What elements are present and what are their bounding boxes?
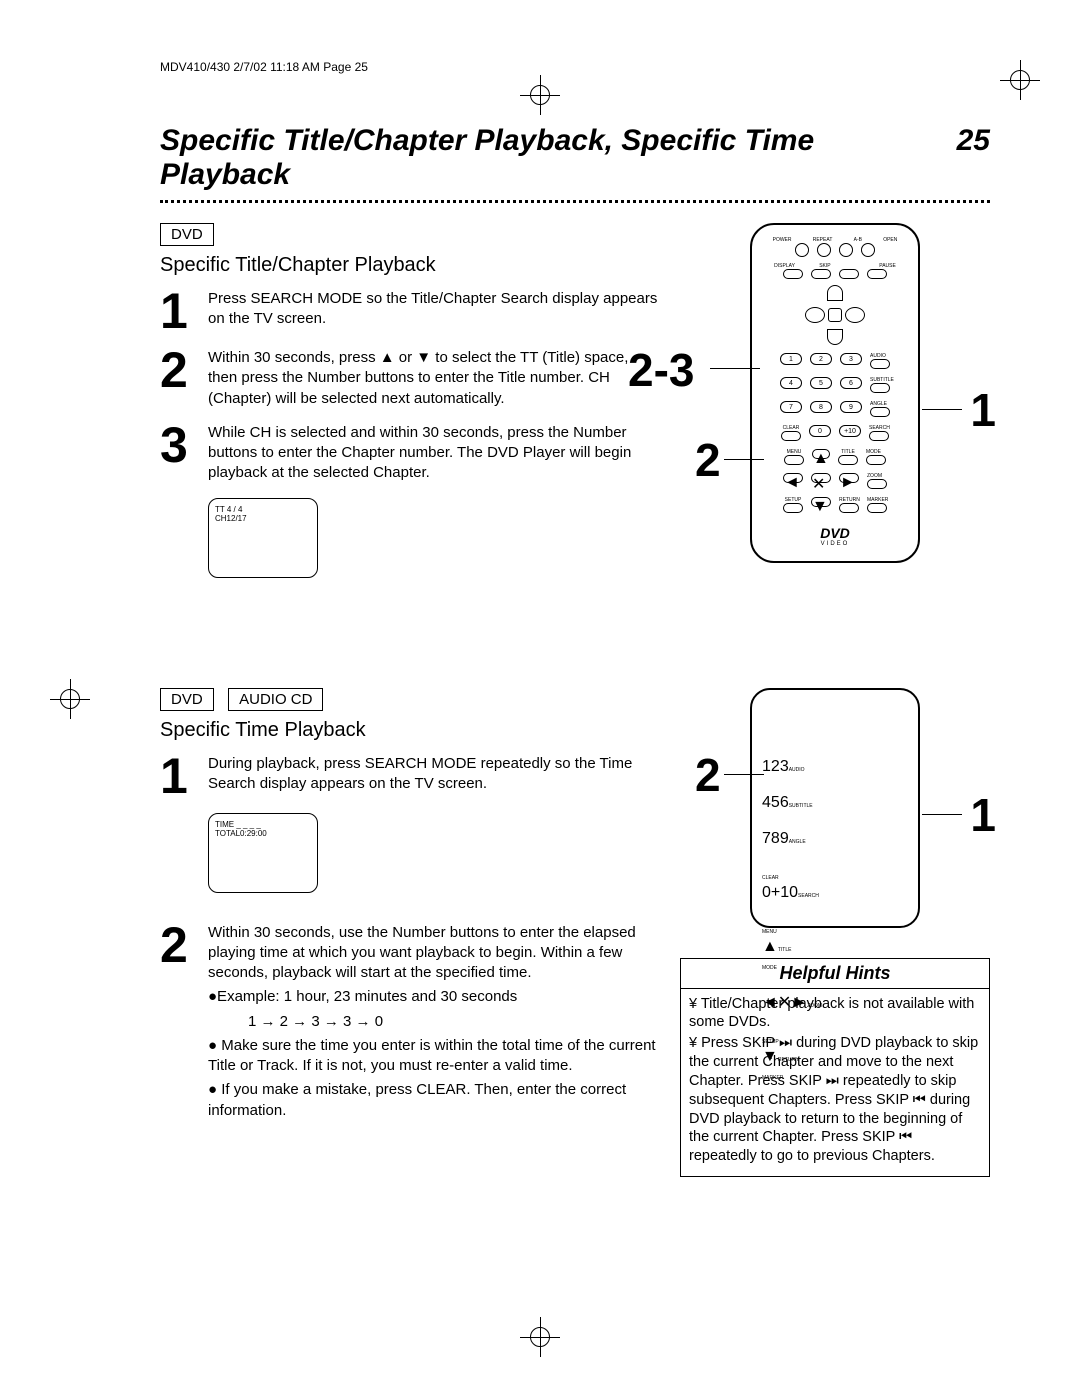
dvd-tag-2: DVD <box>160 688 214 711</box>
s2-callout-1: 1 <box>970 788 996 842</box>
page-number: 25 <box>957 124 990 158</box>
title-divider <box>160 200 990 203</box>
s2-step1-text: During playback, press SEARCH MODE repea… <box>208 754 660 799</box>
s2-step-number-1: 1 <box>160 754 196 799</box>
page-title: Specific Title/Chapter Playback, Specifi… <box>160 124 947 192</box>
s2-callout-2: 2 <box>695 748 721 802</box>
doc-meta: MDV410/430 2/7/02 11:18 AM Page 25 <box>160 60 990 74</box>
dvd-tag: DVD <box>160 223 214 246</box>
step-number-2: 2 <box>160 348 196 409</box>
section1-heading: Specific Title/Chapter Playback <box>160 254 660 277</box>
section2-heading: Specific Time Playback <box>160 719 660 742</box>
step1-text: Press SEARCH MODE so the Title/Chapter S… <box>208 289 660 334</box>
s2-step-number-2: 2 <box>160 923 196 1121</box>
remote-diagram-1: POWERREPEATA-BOPEN DISPLAYSKIPPAUSE 123A… <box>750 223 920 563</box>
s2-step2-text: Within 30 seconds, use the Number button… <box>208 923 660 1121</box>
callout-1: 1 <box>970 383 996 437</box>
step-number-3: 3 <box>160 423 196 484</box>
tv-display-2: TIME _ _ _ _ TOTAL0:29:00 <box>208 813 318 893</box>
step2-text: Within 30 seconds, press ▲ or ▼ to selec… <box>208 348 660 409</box>
callout-2-3: 2-3 <box>628 343 694 397</box>
step3-text: While CH is selected and within 30 secon… <box>208 423 660 484</box>
step-number-1: 1 <box>160 289 196 334</box>
remote-diagram-2: 123AUDIO 456SUBTITLE 789ANGLE CLEAR0+10S… <box>750 688 920 928</box>
audio-cd-tag: AUDIO CD <box>228 688 323 711</box>
callout-2: 2 <box>695 433 721 487</box>
tv-display-1: TT 4 / 4 CH12/17 <box>208 498 318 578</box>
